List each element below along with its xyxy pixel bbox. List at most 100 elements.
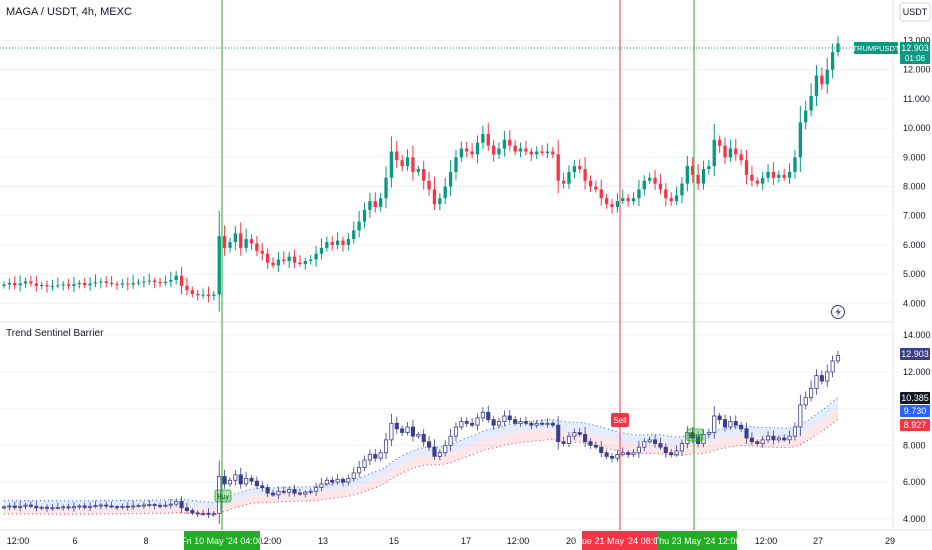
indicator-candle-up xyxy=(453,426,459,437)
indicator-candle-down xyxy=(593,444,598,448)
price-candle-up xyxy=(454,157,458,172)
price-tick-label: 5.000 xyxy=(903,269,926,279)
time-axis[interactable]: 12:00 6 8 12:00 13 15 17 12:00 20 12:00 27 29 Fri 10… xyxy=(7,531,895,550)
price-candle-up xyxy=(567,171,571,184)
indicator-candle-up xyxy=(416,433,421,437)
indicator-candle-down xyxy=(609,455,615,459)
indicator-candle-up xyxy=(647,439,652,443)
price-candle-up xyxy=(481,133,485,143)
indicator-candles xyxy=(1,350,841,524)
indicator-candle-up xyxy=(244,478,249,485)
price-candle-down xyxy=(298,262,302,264)
price-candle-up xyxy=(680,183,684,196)
buy-marker-box xyxy=(214,489,232,503)
indicator-candle-down xyxy=(400,428,405,433)
price-candle-down xyxy=(29,281,33,284)
price-candle-down xyxy=(744,160,749,175)
indicator-candle-up xyxy=(201,512,206,515)
price-candle-up xyxy=(163,281,168,283)
indicator-candle-up xyxy=(631,452,636,455)
indicator-candle-up xyxy=(701,433,706,444)
price-candle-up xyxy=(7,282,12,285)
indicator-candle-up xyxy=(233,474,238,481)
price-candle-up xyxy=(147,280,151,282)
price-candle-up xyxy=(362,209,367,222)
indicator-candle-down xyxy=(260,485,265,489)
indicator-candle-down xyxy=(179,500,184,509)
time-signal-label: Tue 21 May '24 08:00 xyxy=(577,536,663,546)
price-candle-up xyxy=(309,259,313,262)
price-candle-down xyxy=(610,204,614,207)
ticker-tag-text: TRUMPUSDT xyxy=(852,44,899,53)
indicator-candle-up xyxy=(760,439,765,444)
lightning-bolt-icon[interactable] xyxy=(831,305,845,319)
indicator-candle-up xyxy=(23,504,28,507)
price-candle-up xyxy=(61,284,65,286)
indicator-mid-value: 10.385 xyxy=(901,393,929,403)
indicator-last-box xyxy=(900,348,930,360)
price-candle-down xyxy=(486,133,490,146)
time-tick-label: 13 xyxy=(318,536,328,546)
indicator-candle-down xyxy=(195,512,200,515)
price-candle-down xyxy=(249,239,254,244)
price-tick-label: 8.000 xyxy=(903,182,926,192)
price-axis[interactable]: 13.000 12.000 11.000 10.000 9.000 8.000 7.000 6… xyxy=(903,35,931,308)
indicator-candle-up xyxy=(787,435,792,441)
price-candle-up xyxy=(346,239,351,245)
indicator-candle-down xyxy=(464,421,469,424)
price-candle-down xyxy=(427,180,431,190)
indicator-candle-up xyxy=(61,506,66,509)
indicator-candle-up xyxy=(174,500,179,505)
price-candles xyxy=(2,36,840,312)
indicator-candle-down xyxy=(733,421,738,426)
indicator-candle-up xyxy=(825,371,830,382)
indicator-candle-down xyxy=(373,454,378,459)
indicator-candle-down xyxy=(755,441,760,444)
time-signal-pill xyxy=(657,531,737,550)
indicator-candle-up xyxy=(303,491,308,495)
price-candle-down xyxy=(491,145,496,155)
indicator-candle-down xyxy=(432,446,437,457)
sell-marker[interactable]: Sell xyxy=(611,413,629,427)
lightning-icon-glyph xyxy=(835,307,841,317)
price-candle-up xyxy=(314,253,318,260)
price-candle-up xyxy=(136,282,141,284)
indicator-candle-down xyxy=(114,506,120,509)
time-tick-label: 17 xyxy=(461,536,471,546)
indicator-candle-down xyxy=(125,505,130,508)
indicator-candle-up xyxy=(168,503,173,506)
ticker-tag: TRUMPUSDT xyxy=(852,42,900,54)
price-candle-up xyxy=(201,294,205,296)
price-candle-down xyxy=(34,283,38,286)
time-tick-label: 12:00 xyxy=(507,536,530,546)
indicator-upper-box xyxy=(900,405,930,417)
price-candle-down xyxy=(153,280,157,283)
indicator-candle-up xyxy=(227,479,233,485)
buy-marker[interactable]: Buy xyxy=(214,489,232,503)
indicator-candle-up xyxy=(518,421,523,424)
time-tick-label: 29 xyxy=(885,536,895,546)
indicator-candle-up xyxy=(324,479,329,485)
indicator-candle-up xyxy=(77,505,82,508)
indicator-candle-up xyxy=(636,446,641,454)
price-candle-down xyxy=(465,148,469,152)
price-candle-up xyxy=(685,166,689,184)
indicator-candle-down xyxy=(66,506,71,509)
quote-currency-button[interactable]: USDT xyxy=(899,2,931,22)
indicator-upper-tag: 9.730 xyxy=(900,405,930,417)
indicator-candle-down xyxy=(427,441,432,448)
indicator-candle-up xyxy=(1,506,7,509)
indicator-candle-down xyxy=(292,489,297,494)
last-price-value: 12.903 xyxy=(901,43,929,53)
price-candle-down xyxy=(271,262,275,266)
indicator-candle-down xyxy=(34,505,39,509)
price-candle-up xyxy=(287,256,291,262)
buy-marker[interactable]: Buy xyxy=(686,428,704,442)
indicator-candle-down xyxy=(184,507,189,511)
price-candle-up xyxy=(93,282,98,284)
indicator-candle-up xyxy=(728,421,733,428)
indicator-candle-down xyxy=(82,505,87,508)
indicator-tick-label: 14.000 xyxy=(903,330,931,340)
buy-marker-label: Buy xyxy=(217,494,230,501)
